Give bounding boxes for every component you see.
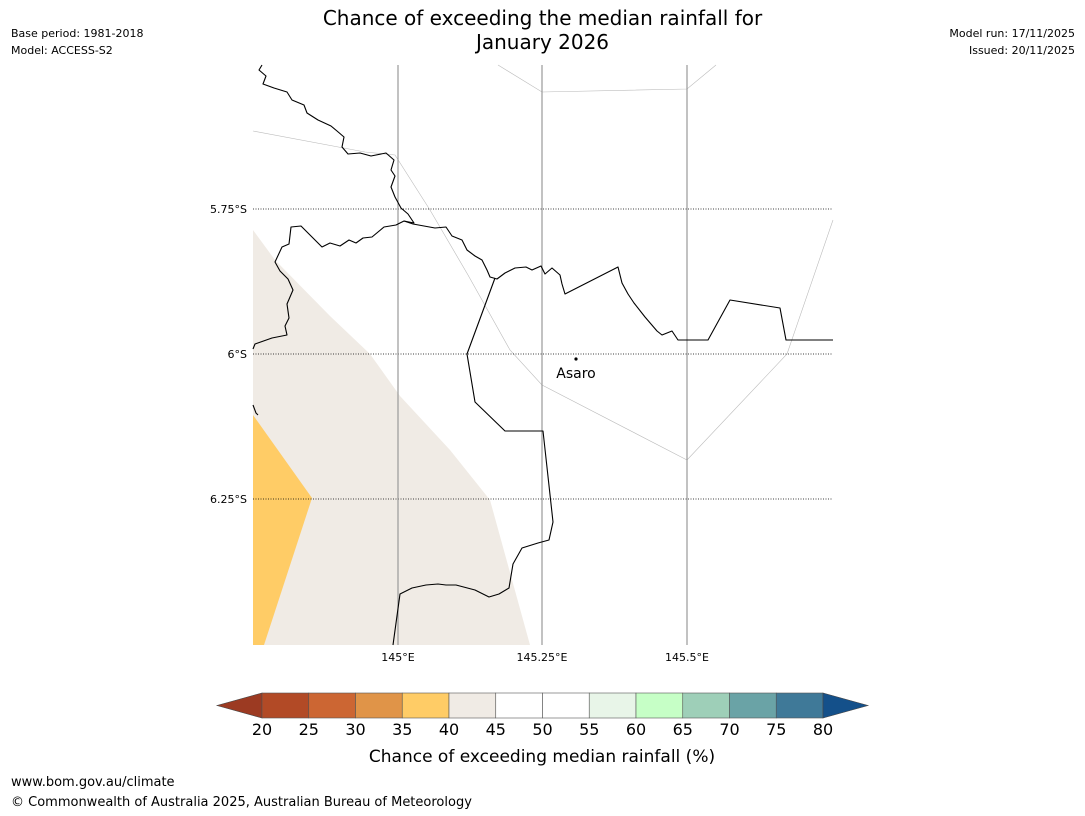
colorbar-tick-label: 75 bbox=[766, 720, 786, 739]
admin-boundary-north bbox=[252, 130, 834, 461]
run-info: Model run: 17/11/2025 Issued: 20/11/2025 bbox=[949, 25, 1075, 59]
colorbar-tick-label: 25 bbox=[299, 720, 319, 739]
lon-label-145-25: 145.25°E bbox=[517, 651, 568, 664]
base-period: Base period: 1981-2018 bbox=[11, 27, 144, 40]
colorbar-tick-label: 50 bbox=[532, 720, 552, 739]
model-name: Model: ACCESS-S2 bbox=[11, 44, 113, 57]
colorbar-tick-label: 60 bbox=[626, 720, 646, 739]
colorbar-cell bbox=[729, 692, 777, 719]
colorbar-cell bbox=[682, 692, 730, 719]
colorbar-title: Chance of exceeding median rainfall (%) bbox=[369, 747, 715, 767]
model-run: Model run: 17/11/2025 bbox=[949, 27, 1075, 40]
title-line-2: January 2026 bbox=[475, 30, 610, 54]
issued-date: Issued: 20/11/2025 bbox=[968, 44, 1075, 57]
footer-copyright: © Commonwealth of Australia 2025, Austra… bbox=[11, 795, 472, 810]
colorbar-cell bbox=[588, 692, 637, 719]
colorbar-tick-label: 30 bbox=[345, 720, 365, 739]
border-central bbox=[392, 277, 554, 646]
colorbar-tick-label: 55 bbox=[579, 720, 599, 739]
colorbar-cell bbox=[495, 692, 543, 719]
colorbar-cell bbox=[635, 692, 684, 719]
colorbar-tick-label: 35 bbox=[392, 720, 412, 739]
town-asaro: Asaro bbox=[556, 357, 596, 382]
border-ridge bbox=[403, 220, 833, 341]
lat-label-6: 6°S bbox=[228, 348, 247, 361]
footer-url: www.bom.gov.au/climate bbox=[11, 775, 175, 790]
colorbar-tick-label: 40 bbox=[439, 720, 459, 739]
lon-label-145-5: 145.5°E bbox=[665, 651, 709, 664]
border-west-fragment bbox=[252, 404, 259, 416]
colorbar-cell bbox=[401, 692, 450, 719]
title-line-1: Chance of exceeding the median rainfall … bbox=[322, 6, 763, 30]
region-35-40-percent bbox=[253, 415, 312, 645]
colorbar-cell bbox=[542, 692, 590, 719]
model-info: Base period: 1981-2018 Model: ACCESS-S2 bbox=[11, 25, 143, 59]
colorbar-extend-high bbox=[822, 692, 870, 719]
lat-label-6-25: 6.25°S bbox=[210, 493, 247, 506]
colorbar-cell bbox=[261, 692, 310, 719]
colorbar-tick-label: 80 bbox=[813, 720, 833, 739]
border-northwest bbox=[252, 64, 415, 350]
grid bbox=[253, 65, 833, 645]
colorbar-cell bbox=[775, 692, 824, 719]
lat-label-5-75: 5.75°S bbox=[210, 203, 247, 216]
colorbar-tick-label: 45 bbox=[486, 720, 506, 739]
colorbar-tick-label: 70 bbox=[719, 720, 739, 739]
colorbar-cell bbox=[355, 692, 403, 719]
town-marker bbox=[574, 357, 578, 361]
colorbar-cell bbox=[308, 692, 356, 719]
colorbar: 20 25 30 35 40 45 50 55 60 65 70 75 80 Chance of exc… bbox=[215, 692, 870, 767]
town-label: Asaro bbox=[556, 366, 595, 382]
lon-label-145: 145°E bbox=[381, 651, 414, 664]
colorbar-extend-low bbox=[215, 692, 263, 719]
colorbar-tick-label: 65 bbox=[673, 720, 693, 739]
admin-boundaries bbox=[252, 64, 834, 461]
province-borders bbox=[252, 64, 833, 646]
region-40-45-percent bbox=[253, 230, 530, 645]
admin-boundary-top bbox=[497, 64, 717, 93]
map-title: Chance of exceeding the median rainfall … bbox=[0, 6, 1085, 54]
colorbar-tick-label: 20 bbox=[252, 720, 272, 739]
colorbar-cell bbox=[448, 692, 497, 719]
